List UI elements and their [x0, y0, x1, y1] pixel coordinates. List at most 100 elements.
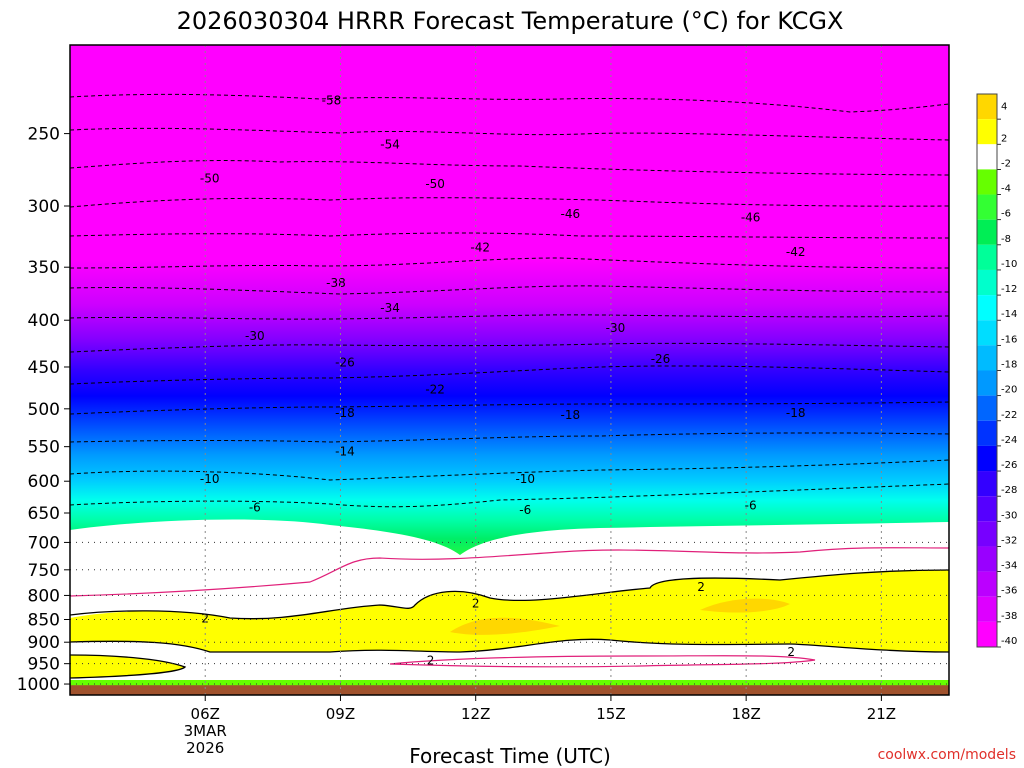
isotherm-label: -26: [651, 352, 671, 366]
colorbar-swatch: [977, 521, 997, 547]
colorbar-swatch: [977, 370, 997, 396]
colorbar-label: -10: [1001, 259, 1017, 270]
colorbar-label: -14: [1001, 309, 1017, 320]
plot-area: [70, 45, 949, 695]
colorbar-swatch: [977, 596, 997, 622]
isotherm-line: [70, 127, 949, 141]
y-axis: 2503003504004505005506006507007508008509…: [17, 125, 70, 695]
isotherm-label: -30: [606, 321, 626, 335]
isotherm-label: -54: [380, 138, 400, 152]
freezing-contour: [70, 569, 949, 679]
isotherm-label: 2: [787, 645, 795, 659]
colorbar-swatch: [977, 119, 997, 145]
colorbar-swatch: [977, 571, 997, 597]
band-above-2c-yellow: [70, 570, 949, 652]
isotherm-label: -18: [786, 406, 806, 420]
colorbar-label: -24: [1001, 435, 1017, 446]
colorbar-label: -26: [1001, 460, 1017, 471]
colorbar-swatch: [977, 471, 997, 497]
isotherm-label: -18: [335, 406, 355, 420]
y-tick-label: 350: [28, 258, 60, 278]
isotherm-label: -58: [322, 93, 342, 107]
y-tick-label: 500: [28, 400, 60, 420]
colorbar-label: 2: [1001, 133, 1007, 144]
x-tick-label: 09Z: [326, 705, 355, 723]
colorbar-label: -22: [1001, 410, 1017, 421]
colorbar-swatch: [977, 320, 997, 346]
colorbar-swatch: [977, 395, 997, 421]
colorbar-swatch: [977, 621, 997, 647]
colorbar-label: -2: [1001, 158, 1011, 169]
isotherm-label: -6: [745, 499, 757, 513]
isotherm-line: [70, 547, 949, 597]
y-tick-label: 300: [28, 197, 60, 217]
isotherm-label: -26: [335, 356, 355, 370]
isotherm-line: [70, 638, 949, 653]
colorbar-label: -16: [1001, 334, 1017, 345]
isotherm-label: -50: [200, 172, 220, 186]
y-tick-label: 450: [28, 358, 60, 378]
colorbar-swatch: [977, 420, 997, 446]
y-tick-label: 1000: [17, 675, 60, 695]
x-axis-label: Forecast Time (UTC): [409, 744, 611, 768]
isotherm-label: -10: [515, 472, 535, 486]
x-tick-label: 15Z: [596, 705, 625, 723]
colorbar-swatch: [977, 295, 997, 321]
isotherm-label: -18: [561, 408, 581, 422]
colorbar-swatch: [977, 94, 997, 120]
isotherm-label: 2: [201, 612, 209, 626]
band-warm-core: [450, 617, 560, 635]
isotherm-line: [70, 569, 949, 620]
isotherm-label: -30: [245, 329, 265, 343]
colorbar-label: -8: [1001, 234, 1011, 245]
x-tick-label: 12Z: [461, 705, 490, 723]
colorbar-label: -18: [1001, 360, 1017, 371]
isotherm-label: -34: [380, 301, 400, 315]
colorbar-swatch: [977, 219, 997, 245]
colorbar: 4 2 -2 -4 -6 -8 -10 -12 -14 -16 -18 -20 -22 -24 -26 -28…: [976, 93, 1017, 648]
isotherm-labels: -58 -54 -50 -50 -46 -46 -42 -42 -38 -34 -30 -30 -26 -…: [200, 93, 806, 667]
y-tick-label: 250: [28, 125, 60, 145]
x-tick-label: 18Z: [731, 705, 760, 723]
isotherm-label: -46: [561, 207, 581, 221]
isotherm-label: 2: [427, 653, 435, 667]
colorbar-swatch: [977, 496, 997, 522]
colorbar-swatch: [977, 144, 997, 170]
colorbar-label: -32: [1001, 535, 1017, 546]
warm-contours: [70, 547, 949, 668]
y-tick-label: 900: [28, 633, 60, 653]
colorbar-swatch: [977, 169, 997, 195]
y-tick-label: 750: [28, 561, 60, 581]
colorbar-label: -28: [1001, 485, 1017, 496]
isotherm-label: -42: [786, 245, 806, 259]
x-tick-date: 3MAR: [184, 722, 227, 740]
isotherm-line: [70, 93, 949, 113]
credit-text: coolwx.com/models: [878, 747, 1016, 763]
isotherm-label: -46: [741, 211, 761, 225]
ground-fill: [70, 685, 949, 695]
isotherm-line: [70, 285, 949, 295]
colorbar-swatch: [977, 244, 997, 270]
colorbar-swatch: [977, 445, 997, 472]
colorbar-swatch: [977, 269, 997, 296]
isotherm-line: [389, 655, 816, 668]
isotherm-line: [70, 197, 949, 208]
isotherm-line: [70, 432, 949, 443]
isotherm-line: [70, 459, 949, 481]
chart-title: 2026030304 HRRR Forecast Temperature (°C…: [177, 7, 844, 35]
isotherm-line: [70, 365, 949, 385]
y-tick-label: 950: [28, 655, 60, 675]
isotherm-line: [70, 654, 187, 679]
ground-surface: [70, 685, 949, 695]
isotherm-label: 2: [697, 580, 705, 594]
colorbar-swatch: [977, 546, 997, 572]
isotherm-label: -22: [425, 382, 445, 396]
colorbar-label: -4: [1001, 184, 1011, 195]
colorbar-swatch: [977, 194, 997, 220]
band-warm-core-2: [700, 598, 790, 613]
isotherm-line: [70, 401, 949, 415]
y-tick-label: 800: [28, 586, 60, 606]
colorbar-label: -38: [1001, 611, 1017, 622]
colorbar-label: 4: [1001, 102, 1007, 113]
